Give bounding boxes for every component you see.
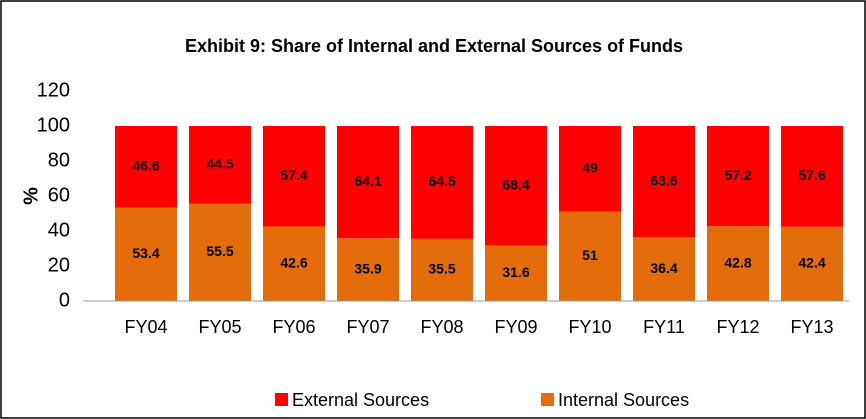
x-tick-label: FY13 (790, 317, 833, 337)
x-tick-label: FY06 (272, 317, 315, 337)
data-label: 64.1 (354, 173, 381, 189)
bar-segment (781, 126, 843, 227)
y-tick-label: 100 (37, 114, 70, 136)
data-label: 35.5 (428, 261, 455, 277)
bar-segment (263, 126, 325, 227)
bar-segment (633, 237, 695, 301)
data-label: 42.4 (798, 255, 825, 271)
data-label: 42.8 (724, 254, 751, 270)
bar-segment (485, 126, 547, 246)
data-label: 46.6 (132, 157, 159, 173)
y-axis-label: % (20, 187, 42, 205)
data-label: 68.4 (502, 177, 529, 193)
data-label: 57.6 (798, 167, 825, 183)
x-tick-label: FY12 (716, 317, 759, 337)
y-tick-label: 80 (48, 149, 70, 171)
bar-segment (263, 226, 325, 301)
data-label: 57.2 (724, 167, 751, 183)
data-label: 44.5 (206, 156, 233, 172)
bar-segment (337, 238, 399, 301)
bar-segment (115, 126, 177, 208)
data-label: 36.4 (650, 260, 677, 276)
x-tick-label: FY05 (198, 317, 241, 337)
chart-title: Exhibit 9: Share of Internal and Externa… (185, 36, 683, 56)
data-label: 31.6 (502, 264, 529, 280)
legend-swatch (275, 393, 288, 406)
data-label: 35.9 (354, 260, 381, 276)
data-label: 53.4 (132, 245, 159, 261)
bar-segment (633, 126, 695, 238)
data-label: 64.5 (428, 173, 455, 189)
x-tick-label: FY08 (420, 317, 463, 337)
data-label: 57.4 (280, 167, 307, 183)
bar-segment (707, 126, 769, 227)
bar-segment (781, 226, 843, 301)
x-tick-label: FY09 (494, 317, 537, 337)
x-tick-label: FY10 (568, 317, 611, 337)
bar-segment (189, 203, 251, 301)
data-label: 55.5 (206, 243, 233, 259)
data-label: 51 (582, 247, 598, 263)
bar-segment (559, 126, 621, 212)
bar-segment (115, 207, 177, 301)
legend-label: External Sources (292, 390, 429, 410)
x-tick-label: FY04 (124, 317, 167, 337)
data-label: 42.6 (280, 254, 307, 270)
bar-segment (411, 238, 473, 301)
x-tick-label: FY11 (643, 317, 685, 337)
y-tick-label: 0 (59, 289, 70, 311)
y-tick-label: 20 (48, 254, 70, 276)
bar-segment (485, 245, 547, 301)
y-tick-label: 60 (48, 184, 70, 206)
legend-label: Internal Sources (558, 390, 689, 410)
bar-segment (337, 126, 399, 239)
x-tick-label: FY07 (346, 317, 389, 337)
data-label: 49 (582, 160, 598, 176)
bar-segment (189, 126, 251, 204)
legend-swatch (541, 393, 554, 406)
bar-segment (707, 226, 769, 301)
y-tick-label: 40 (48, 219, 70, 241)
y-tick-label: 120 (37, 79, 70, 101)
bar-segment (411, 126, 473, 239)
data-label: 63.6 (650, 172, 677, 188)
bar-segment (559, 211, 621, 301)
